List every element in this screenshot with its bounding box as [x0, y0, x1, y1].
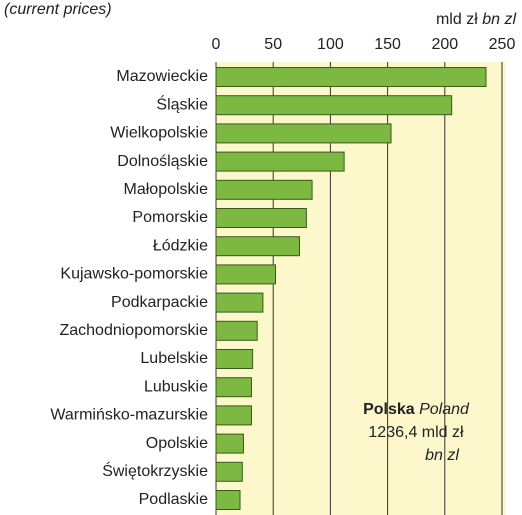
unit-label: mld zł bn zl — [436, 11, 516, 28]
bar — [215, 461, 243, 482]
y-tick-label: Zachodniopomorskie — [59, 322, 208, 339]
x-tick-label: 200 — [431, 36, 458, 53]
bar — [215, 264, 276, 285]
y-tick-label: Kujawsko-pomorskie — [60, 266, 208, 283]
bar — [215, 490, 241, 510]
bar — [215, 405, 252, 426]
x-tick-label: 150 — [374, 36, 401, 53]
y-tick-label: Śląskie — [156, 94, 208, 113]
unit-label-pl: mld zł — [436, 11, 478, 28]
bar — [215, 208, 307, 228]
bar — [215, 236, 301, 257]
annotation-name: Polska — [363, 401, 415, 418]
bar — [215, 292, 264, 313]
y-tick-label: Lubelskie — [140, 350, 208, 367]
x-tick-label: 0 — [212, 36, 221, 53]
x-tick-label: 50 — [264, 36, 282, 53]
bar — [215, 320, 258, 341]
y-tick-label: Łódzkie — [153, 237, 208, 254]
annotation-total-en: bn zl — [425, 447, 459, 464]
annotation-total: 1236,4 mld zł — [368, 424, 464, 441]
y-tick-label: Opolskie — [146, 435, 208, 452]
annotation-name-en: Poland — [419, 401, 470, 418]
y-tick-label: Małopolskie — [124, 181, 209, 198]
bar — [215, 151, 345, 172]
bar — [215, 433, 244, 454]
y-tick-label: Podlaskie — [139, 491, 208, 508]
chart-subtitle: (current prices) — [4, 1, 112, 18]
y-tick-label: Lubuskie — [144, 378, 208, 395]
bar — [215, 67, 487, 87]
y-tick-label: Mazowieckie — [116, 68, 208, 85]
x-tick-label: 100 — [317, 36, 344, 53]
bar — [215, 179, 313, 200]
unit-label-en: bn zl — [482, 11, 516, 28]
bar — [215, 123, 392, 144]
y-tick-label: Warmińsko-mazurskie — [50, 407, 208, 424]
y-tick-label: Dolnośląskie — [117, 153, 208, 170]
y-tick-label: Świętokrzyskie — [102, 461, 208, 480]
bar — [215, 349, 254, 369]
x-tick-label: 250 — [489, 36, 516, 53]
bar — [215, 95, 453, 116]
y-tick-label: Wielkopolskie — [110, 125, 208, 142]
y-tick-label: Pomorskie — [132, 209, 208, 226]
annotation-title: Polska Poland — [363, 401, 470, 418]
y-tick-label: Podkarpackie — [111, 294, 208, 311]
bar — [215, 377, 252, 398]
